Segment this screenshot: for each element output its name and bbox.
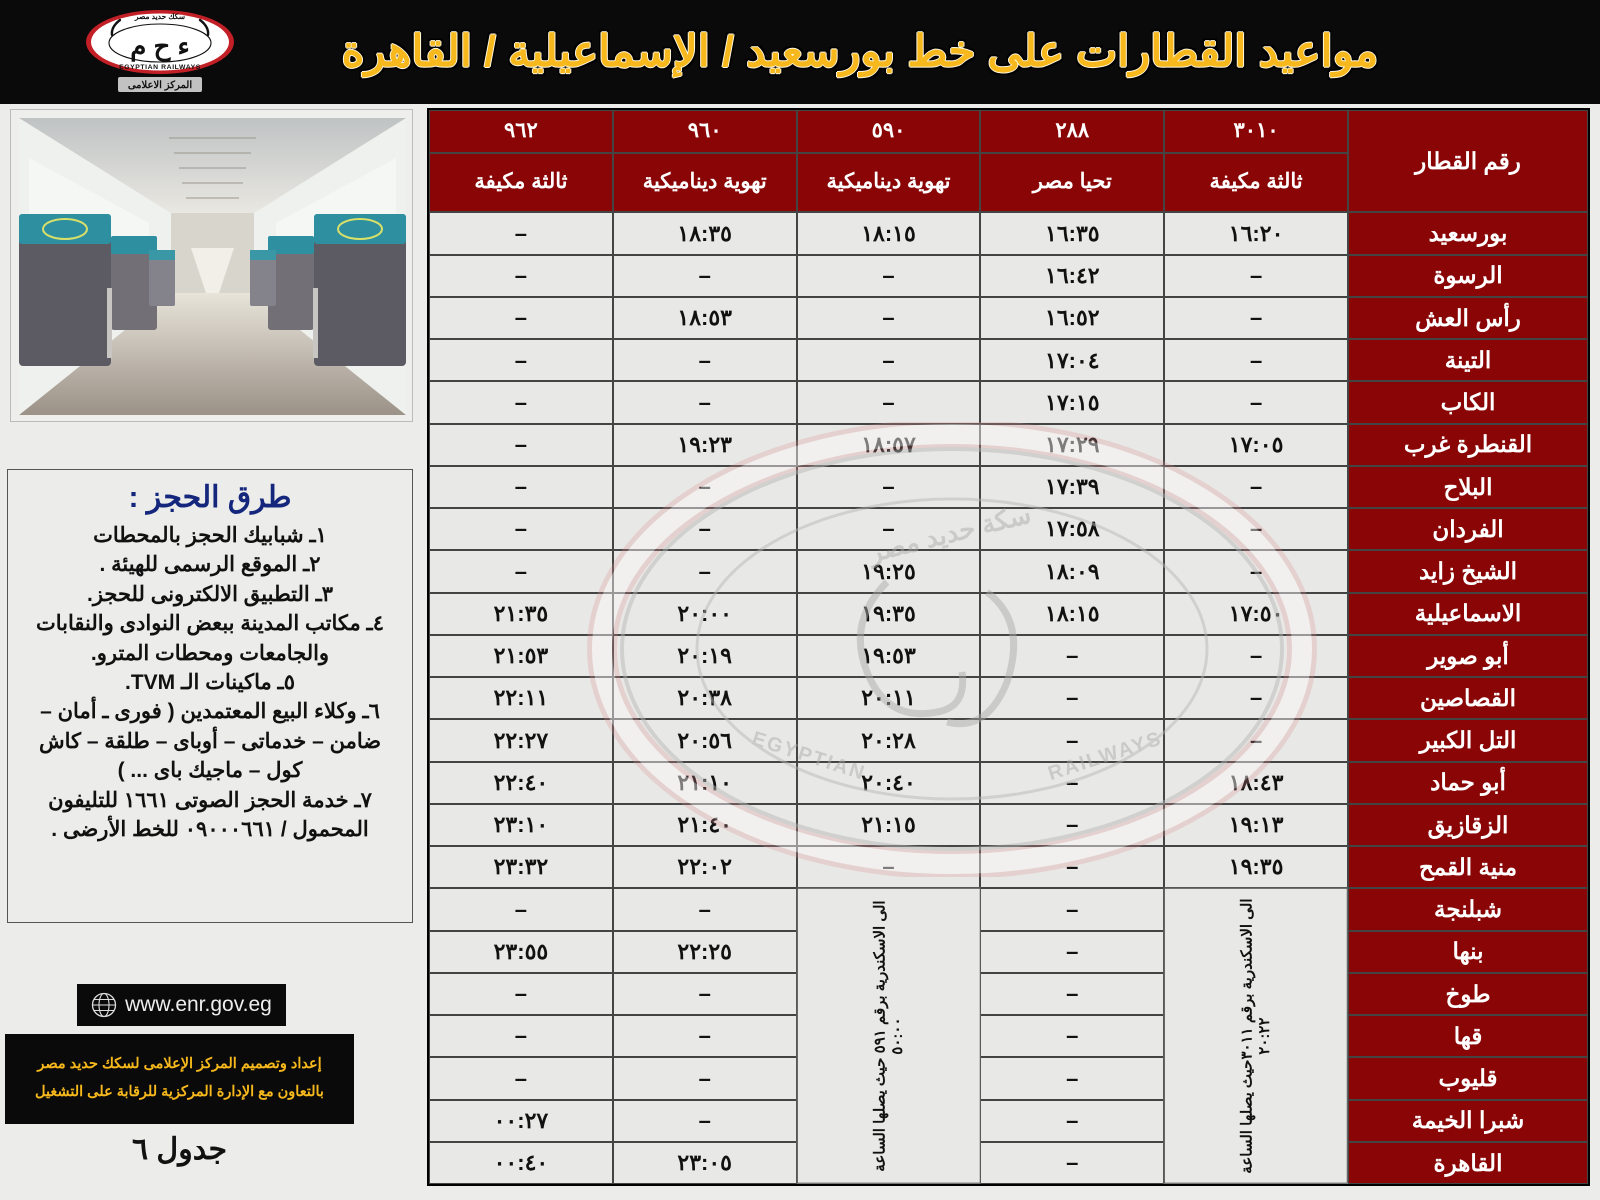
svg-text:EGYPTIAN RAILWAYS: EGYPTIAN RAILWAYS <box>119 64 201 71</box>
svg-text:ء ح م: ء ح م <box>130 31 190 62</box>
svg-text:سكك حديد مصر: سكك حديد مصر <box>134 12 186 22</box>
svg-text:المركز الاعلامى: المركز الاعلامى <box>128 80 193 91</box>
